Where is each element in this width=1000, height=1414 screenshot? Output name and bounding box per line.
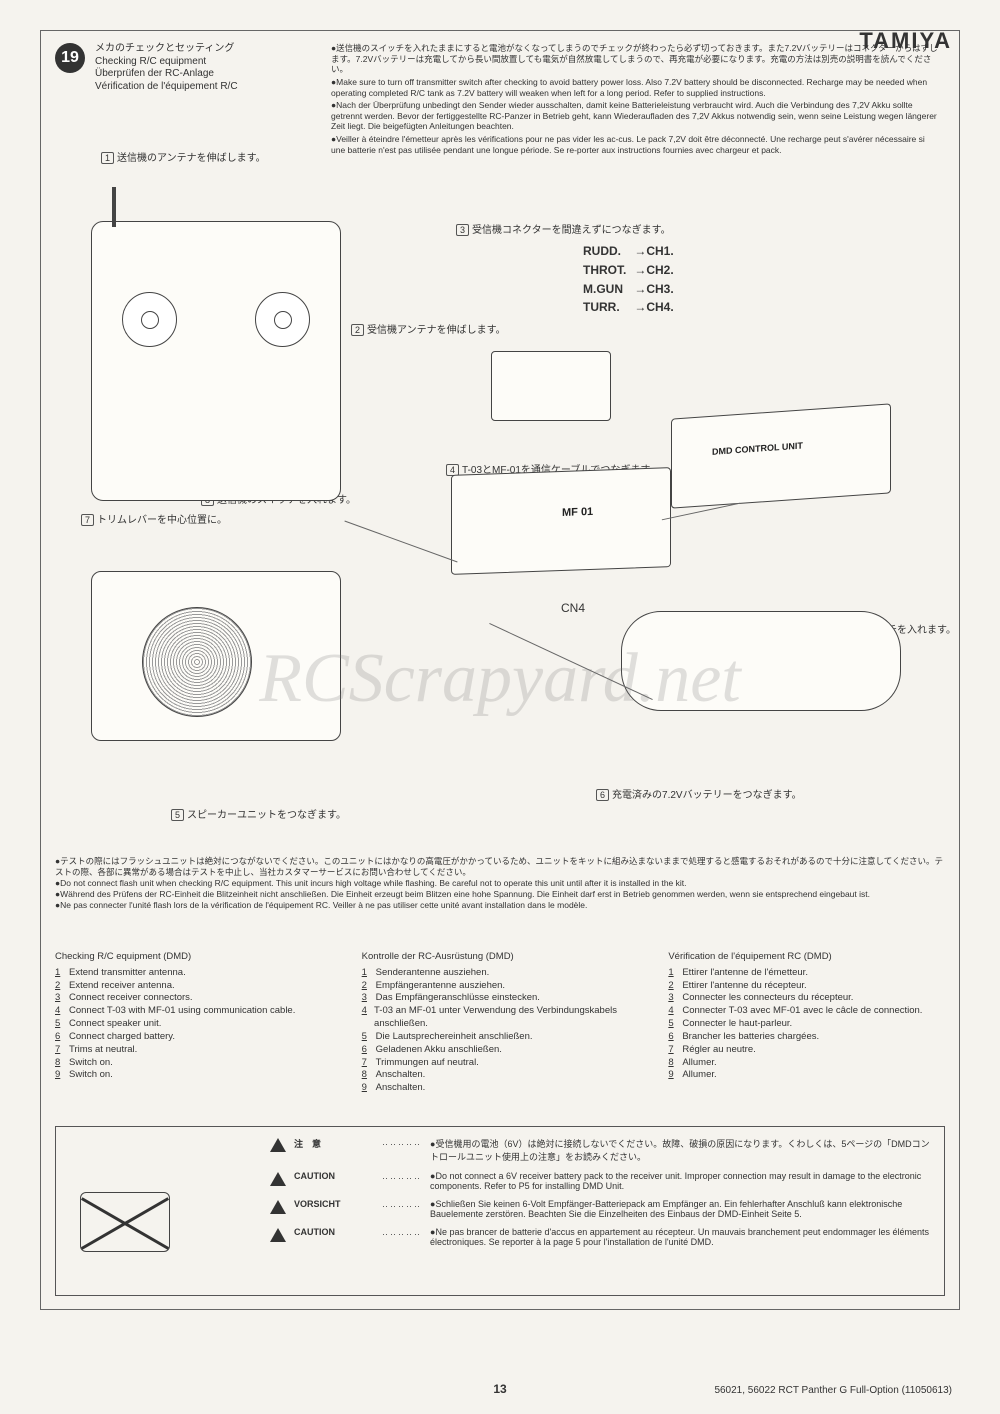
checklist-item: 1Ettirer l'antenne de l'émetteur.	[668, 967, 945, 980]
checklist-item: 7Trims at neutral.	[55, 1044, 332, 1057]
left-stick-icon	[122, 292, 177, 347]
step-titles: メカのチェックとセッティング Checking R/C equipment Üb…	[95, 43, 238, 93]
dots-icon: ‥‥‥‥‥	[382, 1171, 422, 1182]
caution-illustration	[70, 1137, 250, 1285]
caution-text: 注 意 ‥‥‥‥‥ ●受信機用の電池（6V）は絶対に接続しないでください。故障、…	[270, 1137, 930, 1285]
caution-fr-label: CAUTION	[294, 1227, 374, 1237]
step-title-fr: Vérification de l'équipement R/C	[95, 81, 238, 94]
right-stick-icon	[255, 292, 310, 347]
checklist-item: 2Empfängerantenne ausziehen.	[362, 980, 639, 993]
flash-warning: ●テストの際にはフラッシュユニットは絶対につながないでください。このユニットには…	[55, 856, 945, 911]
checklist-item: 9Switch on.	[55, 1069, 332, 1082]
checklist-item: 5Connecter le haut-parleur.	[668, 1018, 945, 1031]
caution-en-label: CAUTION	[294, 1171, 374, 1181]
checklist-fr: Vérification de l'équipement RC (DMD) 1E…	[668, 951, 945, 1095]
footer-product-code: 56021, 56022 RCT Panther G Full-Option (…	[714, 1385, 952, 1396]
checklist-item: 8Allumer.	[668, 1057, 945, 1070]
checklist-de-title: Kontrolle der RC-Ausrüstung (DMD)	[362, 951, 639, 964]
checklist-item: 4Connecter T-03 avec MF-01 avec le câcle…	[668, 1005, 945, 1018]
checklist-en: Checking R/C equipment (DMD) 1Extend tra…	[55, 951, 332, 1095]
checklist-columns: Checking R/C equipment (DMD) 1Extend tra…	[55, 951, 945, 1095]
caution-fr-text: ●Ne pas brancer de batterie d'accus en a…	[430, 1227, 930, 1247]
cross-out-icon	[75, 1187, 175, 1257]
checklist-item: 7Régler au neutre.	[668, 1044, 945, 1057]
speaker-grille-icon	[142, 607, 252, 717]
intro-text: ●送信機のスイッチを入れたままにすると電池がなくなってしまうのでチェックが終わっ…	[331, 43, 941, 157]
dmd-label: DMD CONTROL UNIT	[712, 440, 803, 456]
speaker-illustration	[91, 571, 341, 741]
receiver-illustration	[491, 351, 611, 421]
callout-1: 1送信機のアンテナを伸ばします。	[101, 149, 266, 164]
checklist-item: 6Geladenen Akku anschließen.	[362, 1044, 639, 1057]
page-frame: 19 メカのチェックとセッティング Checking R/C equipment…	[40, 30, 960, 1310]
checklist-item: 2Extend receiver antenna.	[55, 980, 332, 993]
battery-illustration	[621, 611, 901, 711]
checklist-item: 8Switch on.	[55, 1057, 332, 1070]
warn-fr: ●Ne pas connecter l'unité flash lors de …	[55, 900, 945, 911]
antenna-icon	[112, 187, 116, 227]
checklist-item: 2Ettirer l'antenne du récepteur.	[668, 980, 945, 993]
checklist-item: 9Anschalten.	[362, 1082, 639, 1095]
dots-icon: ‥‥‥‥‥	[382, 1199, 422, 1210]
caution-fr: CAUTION ‥‥‥‥‥ ●Ne pas brancer de batteri…	[270, 1227, 930, 1247]
caution-en-text: ●Do not connect a 6V receiver battery pa…	[430, 1171, 930, 1191]
checklist-item: 3Das Empfängeranschlüsse einstecken.	[362, 992, 639, 1005]
step-title-en: Checking R/C equipment	[95, 56, 238, 69]
checklist-en-title: Checking R/C equipment (DMD)	[55, 951, 332, 964]
caution-de-text: ●Schließen Sie keinen 6-Volt Empfänger-B…	[430, 1199, 930, 1219]
mf01-label: MF 01	[562, 506, 593, 519]
caution-jp-label: 注 意	[294, 1137, 374, 1150]
dots-icon: ‥‥‥‥‥	[382, 1227, 422, 1238]
caution-jp: 注 意 ‥‥‥‥‥ ●受信機用の電池（6V）は絶対に接続しないでください。故障、…	[270, 1137, 930, 1163]
warning-triangle-icon	[270, 1200, 286, 1214]
cn4-label: CN4	[561, 601, 585, 615]
warning-triangle-icon	[270, 1228, 286, 1242]
checklist-item: 4Connect T-03 with MF-01 using communica…	[55, 1005, 332, 1018]
step-title-jp: メカのチェックとセッティング	[95, 43, 238, 56]
checklist-fr-title: Vérification de l'équipement RC (DMD)	[668, 951, 945, 964]
caution-de-label: VORSICHT	[294, 1199, 374, 1209]
caution-jp-text: ●受信機用の電池（6V）は絶対に接続しないでください。故障、破損の原因になります…	[430, 1137, 930, 1163]
wire-icon	[344, 521, 457, 563]
checklist-item: 1Senderantenne ausziehen.	[362, 967, 639, 980]
warn-de: ●Während des Prüfens der RC-Einheit die …	[55, 889, 945, 900]
checklist-item: 3Connecter les connecteurs du récepteur.	[668, 992, 945, 1005]
wiring-diagram: MF 01 DMD CONTROL UNIT CN4	[61, 181, 939, 841]
dmd-unit-illustration: DMD CONTROL UNIT	[671, 403, 891, 508]
step-title-de: Überprüfen der RC-Anlage	[95, 68, 238, 81]
warn-jp: ●テストの際にはフラッシュユニットは絶対につながないでください。このユニットには…	[55, 856, 945, 878]
checklist-item: 4T-03 an MF-01 unter Verwendung des Verb…	[362, 1005, 639, 1031]
checklist-item: 6Brancher les batteries chargées.	[668, 1031, 945, 1044]
checklist-de: Kontrolle der RC-Ausrüstung (DMD) 1Sende…	[362, 951, 639, 1095]
step-number-badge: 19	[55, 43, 85, 73]
intro-en: ●Make sure to turn off transmitter switc…	[331, 77, 941, 98]
caution-box: 注 意 ‥‥‥‥‥ ●受信機用の電池（6V）は絶対に接続しないでください。故障、…	[55, 1126, 945, 1296]
intro-jp: ●送信機のスイッチを入れたままにすると電池がなくなってしまうのでチェックが終わっ…	[331, 43, 941, 75]
checklist-item: 3Connect receiver connectors.	[55, 992, 332, 1005]
warning-triangle-icon	[270, 1138, 286, 1152]
dots-icon: ‥‥‥‥‥	[382, 1137, 422, 1148]
warning-triangle-icon	[270, 1172, 286, 1186]
checklist-item: 5Die Lautsprechereinheit anschließen.	[362, 1031, 639, 1044]
transmitter-illustration	[91, 221, 341, 501]
checklist-item: 9Allumer.	[668, 1069, 945, 1082]
checklist-item: 5Connect speaker unit.	[55, 1018, 332, 1031]
caution-en: CAUTION ‥‥‥‥‥ ●Do not connect a 6V recei…	[270, 1171, 930, 1191]
mf01-unit-illustration: MF 01	[451, 467, 671, 575]
caution-de: VORSICHT ‥‥‥‥‥ ●Schließen Sie keinen 6-V…	[270, 1199, 930, 1219]
intro-fr: ●Veiller à éteindre l'émetteur après les…	[331, 134, 941, 155]
checklist-item: 8Anschalten.	[362, 1069, 639, 1082]
checklist-item: 6Connect charged battery.	[55, 1031, 332, 1044]
intro-de: ●Nach der Überprüfung unbedingt den Send…	[331, 100, 941, 132]
checklist-item: 7Trimmungen auf neutral.	[362, 1057, 639, 1070]
checklist-item: 1Extend transmitter antenna.	[55, 967, 332, 980]
warn-en: ●Do not connect flash unit when checking…	[55, 878, 945, 889]
